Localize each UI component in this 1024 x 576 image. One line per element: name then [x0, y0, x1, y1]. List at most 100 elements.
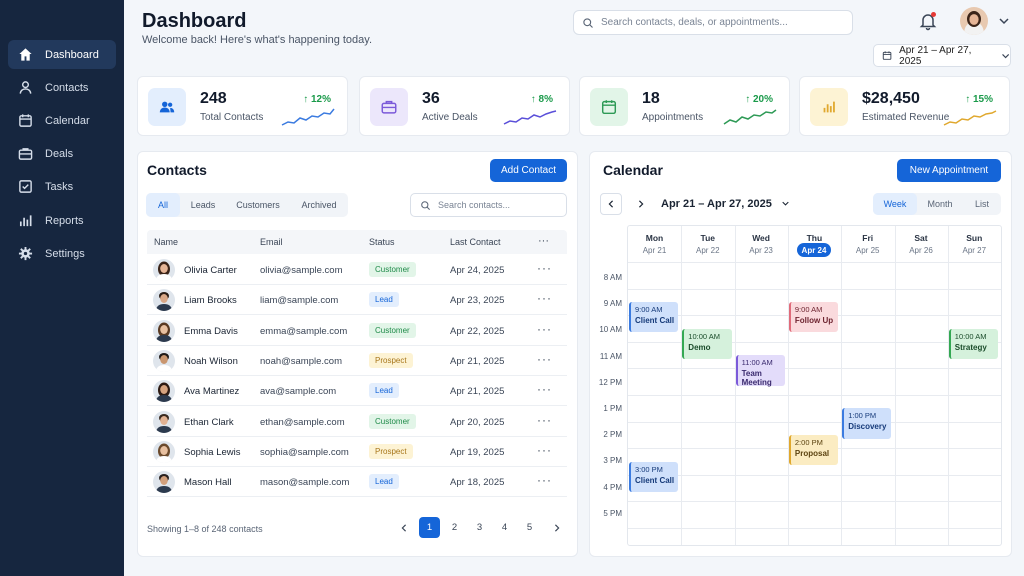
page-1-button[interactable]: 1 [419, 517, 440, 538]
chevron-right-icon [638, 200, 644, 208]
event-time: 9:00 AM [635, 304, 663, 314]
prev-week-button[interactable] [600, 193, 622, 215]
column-options-icon[interactable]: ··· [538, 235, 549, 247]
calendar-event[interactable]: 2:00 PM Proposal [788, 434, 839, 466]
row-options-button[interactable]: ··· [537, 473, 552, 488]
contact-email: liam@sample.com [260, 295, 339, 307]
table-row[interactable]: Mason Hall mason@sample.com Lead Apr 18,… [147, 467, 567, 498]
page-4-button[interactable]: 4 [501, 522, 508, 533]
today-date-badge[interactable]: Apr 24 [797, 243, 831, 257]
event-title: Demo [688, 342, 711, 352]
page-5-button[interactable]: 5 [526, 522, 533, 533]
contact-filter-tabs: All Leads Customers Archived [146, 193, 348, 217]
sparkline [943, 110, 997, 126]
page-2-button[interactable]: 2 [451, 522, 458, 533]
row-options-button[interactable]: ··· [537, 442, 552, 457]
sidebar-item-label: Contacts [45, 81, 89, 94]
next-week-button[interactable] [630, 193, 652, 215]
sparkline [503, 110, 557, 125]
calendar-event[interactable]: 11:00 AM Team Meeting [735, 355, 785, 387]
table-row[interactable]: Liam Brooks liam@sample.com Lead Apr 23,… [147, 285, 567, 316]
day-column-divider [894, 226, 896, 545]
global-search[interactable] [573, 10, 853, 35]
row-options-button[interactable]: ··· [537, 261, 552, 275]
sidebar-item-settings[interactable]: Settings [8, 239, 116, 268]
chevron-left-icon [608, 200, 614, 208]
chevron-down-icon[interactable] [998, 16, 1010, 26]
last-contact-date: Apr 23, 2025 [450, 295, 505, 307]
table-row[interactable]: Noah Wilson noah@sample.com Prospect Apr… [147, 346, 567, 376]
calendar-event[interactable]: 1:00 PM Discovery [842, 408, 892, 439]
table-row[interactable]: Ava Martinez ava@sample.com Lead Apr 21,… [147, 376, 567, 407]
table-row[interactable]: Emma Davis emma@sample.com Customer Apr … [147, 316, 567, 346]
day-column-divider [734, 226, 736, 545]
global-search-input[interactable] [601, 17, 841, 28]
contact-email: sophia@sample.com [260, 446, 349, 458]
event-time: 10:00 AM [688, 331, 720, 341]
filter-all[interactable]: All [146, 193, 180, 217]
row-options-button[interactable]: ··· [537, 291, 552, 306]
view-list[interactable]: List [974, 199, 989, 209]
day-name: Fri [862, 233, 874, 243]
filter-customers[interactable]: Customers [236, 200, 280, 210]
view-month[interactable]: Month [927, 199, 953, 209]
stat-label: Estimated Revenue [862, 112, 950, 123]
row-options-button[interactable]: ··· [537, 412, 552, 427]
sidebar-item-tasks[interactable]: Tasks [8, 172, 116, 201]
calendar-event[interactable]: 10:00 AM Strategy [948, 328, 999, 360]
prev-page-button[interactable] [393, 517, 414, 538]
contact-search[interactable] [410, 193, 567, 217]
time-label: 4 PM [603, 482, 622, 492]
time-label: 5 PM [603, 508, 622, 518]
stat-label: Active Deals [422, 112, 478, 123]
sidebar-item-reports[interactable]: Reports [8, 206, 116, 235]
last-contact-date: Apr 18, 2025 [450, 477, 505, 489]
day-column-divider [947, 226, 949, 545]
filter-leads[interactable]: Leads [190, 200, 216, 210]
add-contact-button[interactable]: Add Contact [490, 159, 567, 182]
row-options-button[interactable]: ··· [537, 321, 552, 336]
calendar-event[interactable]: 9:00 AM Client Call [629, 301, 679, 333]
page-3-button[interactable]: 3 [476, 522, 483, 533]
user-avatar[interactable] [960, 7, 988, 35]
contact-name: Liam Brooks [184, 295, 237, 307]
sidebar-item-deals[interactable]: Deals [8, 139, 116, 168]
next-page-button[interactable] [546, 517, 567, 538]
calendar-panel [589, 151, 1012, 557]
sidebar-item-calendar[interactable]: Calendar [8, 106, 116, 135]
sidebar-item-contacts[interactable]: Contacts [8, 73, 116, 102]
pagination-summary: Showing 1–8 of 248 contacts [147, 524, 263, 534]
new-appointment-button[interactable]: New Appointment [897, 159, 1001, 182]
day-name: Sun [966, 233, 983, 243]
calendar-event[interactable]: 9:00 AM Follow Up [788, 301, 839, 333]
calendar-event[interactable]: 10:00 AM Demo [682, 328, 732, 360]
row-options-button[interactable]: ··· [537, 351, 552, 366]
view-week[interactable]: Week [873, 193, 917, 215]
sidebar-item-dashboard[interactable]: Dashboard [8, 40, 116, 69]
week-label[interactable]: Apr 21 – Apr 27, 2025 [661, 198, 790, 210]
calendar-event[interactable]: 3:00 PM Client Call [629, 461, 679, 493]
table-row[interactable]: Sophia Lewis sophia@sample.com Prospect … [147, 437, 567, 467]
filter-archived[interactable]: Archived [301, 200, 337, 210]
home-icon [17, 47, 33, 63]
last-contact-date: Apr 24, 2025 [450, 265, 505, 276]
row-options-button[interactable]: ··· [537, 382, 552, 397]
calendar-icon [882, 51, 892, 60]
column-header: Email [260, 237, 283, 247]
contact-email: emma@sample.com [260, 325, 348, 337]
contact-search-input[interactable] [438, 200, 558, 210]
stat-label: Total Contacts [200, 112, 264, 123]
sidebar-item-label: Reports [45, 214, 84, 227]
contacts-table-header: Name Email Status Last Contact ··· [147, 230, 567, 254]
notifications-button[interactable] [918, 11, 938, 31]
briefcase-icon [17, 146, 33, 162]
date-range-picker[interactable]: Apr 21 – Apr 27, 2025 [873, 44, 1011, 67]
stat-label: Appointments [642, 112, 704, 123]
sidebar: Dashboard Contacts Calendar Deals Tasks … [0, 0, 124, 576]
sidebar-item-label: Settings [45, 247, 85, 260]
table-row[interactable]: Ethan Clark ethan@sample.com Customer Ap… [147, 407, 567, 437]
search-icon [421, 200, 430, 210]
event-title: Strategy [954, 342, 987, 352]
hour-row-divider [628, 501, 1001, 503]
table-row[interactable]: Olivia Carter olivia@sample.com Customer… [147, 255, 567, 285]
